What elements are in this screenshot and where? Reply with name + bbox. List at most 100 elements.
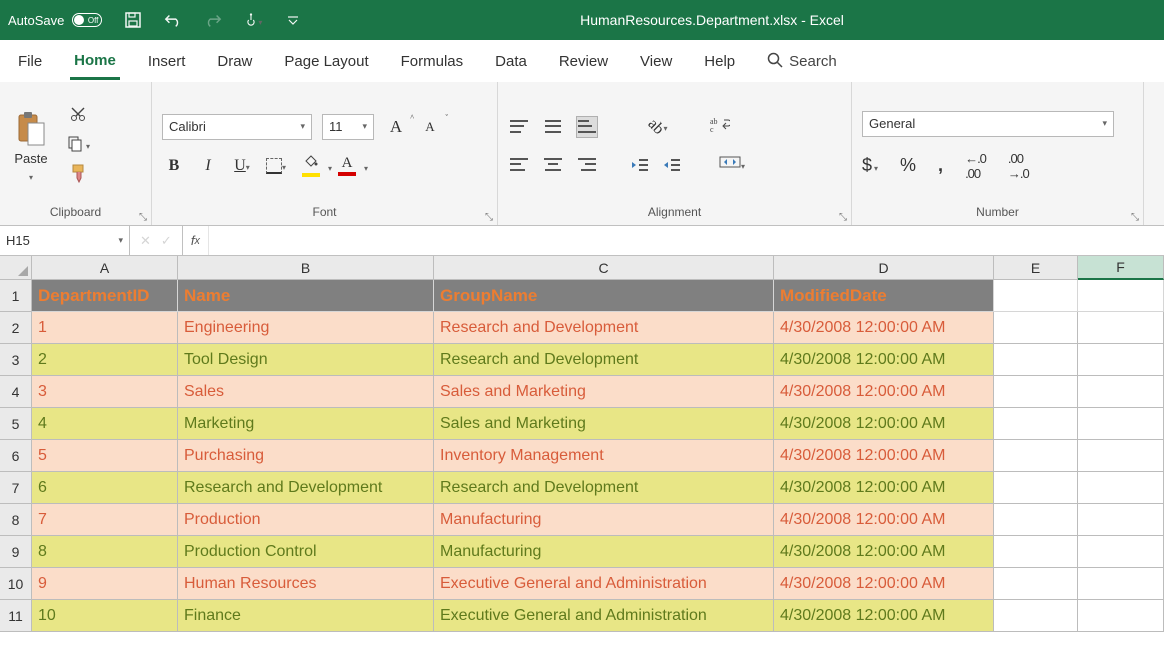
table-cell[interactable]: Research and Development xyxy=(434,312,774,344)
table-cell[interactable]: Executive General and Administration xyxy=(434,568,774,600)
format-painter-button[interactable] xyxy=(69,163,87,186)
empty-cell[interactable] xyxy=(1078,376,1164,408)
column-header[interactable]: D xyxy=(774,256,994,280)
empty-cell[interactable] xyxy=(1078,344,1164,376)
font-name-combo[interactable]: Calibri xyxy=(162,114,312,140)
table-cell[interactable]: Production Control xyxy=(178,536,434,568)
tab-view[interactable]: View xyxy=(636,43,676,78)
table-cell[interactable]: 2 xyxy=(32,344,178,376)
empty-cell[interactable] xyxy=(1078,568,1164,600)
search-button[interactable]: Search xyxy=(763,42,841,80)
font-color-button[interactable]: A xyxy=(334,154,360,178)
column-header[interactable]: A xyxy=(32,256,178,280)
cells-area[interactable]: DepartmentIDNameGroupNameModifiedDate1En… xyxy=(32,280,1164,632)
row-header[interactable]: 3 xyxy=(0,344,32,376)
table-cell[interactable]: 7 xyxy=(32,504,178,536)
table-cell[interactable]: Purchasing xyxy=(178,440,434,472)
merge-center-button[interactable] xyxy=(720,153,744,177)
empty-cell[interactable] xyxy=(994,568,1078,600)
bold-button[interactable]: B xyxy=(162,154,186,178)
borders-button[interactable] xyxy=(264,154,288,178)
table-cell[interactable]: Research and Development xyxy=(434,472,774,504)
tab-data[interactable]: Data xyxy=(491,43,531,78)
table-cell[interactable]: Marketing xyxy=(178,408,434,440)
empty-cell[interactable] xyxy=(994,312,1078,344)
empty-cell[interactable] xyxy=(1078,408,1164,440)
tab-home[interactable]: Home xyxy=(70,42,120,80)
customize-qat-icon[interactable] xyxy=(284,11,302,29)
column-header[interactable]: E xyxy=(994,256,1078,280)
decrease-decimal-button[interactable]: .00→.0 xyxy=(1008,151,1029,181)
tab-review[interactable]: Review xyxy=(555,43,612,78)
table-cell[interactable]: Finance xyxy=(178,600,434,632)
name-box[interactable]: H15 xyxy=(0,226,130,255)
table-cell[interactable]: 4/30/2008 12:00:00 AM xyxy=(774,408,994,440)
table-cell[interactable]: Manufacturing xyxy=(434,536,774,568)
font-size-combo[interactable]: 11 xyxy=(322,114,374,140)
empty-cell[interactable] xyxy=(1078,472,1164,504)
tab-insert[interactable]: Insert xyxy=(144,43,190,78)
row-header[interactable]: 5 xyxy=(0,408,32,440)
formula-accept-icon[interactable]: ✓ xyxy=(161,233,172,249)
table-cell[interactable]: 10 xyxy=(32,600,178,632)
copy-button[interactable] xyxy=(66,134,90,155)
table-cell[interactable]: 4/30/2008 12:00:00 AM xyxy=(774,536,994,568)
touch-mode-icon[interactable] xyxy=(244,11,262,29)
empty-cell[interactable] xyxy=(994,600,1078,632)
table-cell[interactable]: 4/30/2008 12:00:00 AM xyxy=(774,472,994,504)
table-cell[interactable]: 4/30/2008 12:00:00 AM xyxy=(774,344,994,376)
tab-help[interactable]: Help xyxy=(700,43,739,78)
table-cell[interactable]: Sales and Marketing xyxy=(434,376,774,408)
table-cell[interactable]: Executive General and Administration xyxy=(434,600,774,632)
dialog-launcher-icon[interactable]: ⤡ xyxy=(137,211,149,223)
orientation-button[interactable]: ab xyxy=(646,115,670,139)
table-cell[interactable]: Production xyxy=(178,504,434,536)
table-cell[interactable]: 3 xyxy=(32,376,178,408)
formula-input[interactable] xyxy=(209,226,1164,255)
number-format-combo[interactable]: General xyxy=(862,111,1114,137)
empty-cell[interactable] xyxy=(994,344,1078,376)
align-middle-button[interactable] xyxy=(542,116,564,138)
align-top-button[interactable] xyxy=(508,116,530,138)
empty-cell[interactable] xyxy=(994,376,1078,408)
align-center-button[interactable] xyxy=(542,154,564,176)
row-header[interactable]: 2 xyxy=(0,312,32,344)
table-header-cell[interactable]: Name xyxy=(178,280,434,312)
undo-icon[interactable] xyxy=(164,11,182,29)
table-header-cell[interactable]: ModifiedDate xyxy=(774,280,994,312)
empty-cell[interactable] xyxy=(1078,312,1164,344)
row-header[interactable]: 9 xyxy=(0,536,32,568)
table-cell[interactable]: 5 xyxy=(32,440,178,472)
table-cell[interactable]: 4/30/2008 12:00:00 AM xyxy=(774,312,994,344)
table-cell[interactable]: 9 xyxy=(32,568,178,600)
increase-indent-button[interactable] xyxy=(662,157,682,173)
increase-decimal-button[interactable]: ←.0.00 xyxy=(965,151,986,181)
row-header[interactable]: 10 xyxy=(0,568,32,600)
empty-cell[interactable] xyxy=(994,280,1078,312)
table-cell[interactable]: 4 xyxy=(32,408,178,440)
tab-file[interactable]: File xyxy=(14,43,46,78)
chevron-down-icon[interactable] xyxy=(29,168,33,183)
decrease-font-button[interactable]: Aˇ xyxy=(418,115,442,139)
table-cell[interactable]: Research and Development xyxy=(434,344,774,376)
empty-cell[interactable] xyxy=(994,504,1078,536)
table-cell[interactable]: 4/30/2008 12:00:00 AM xyxy=(774,440,994,472)
autosave-switch[interactable]: Off xyxy=(72,13,102,27)
formula-cancel-icon[interactable]: ✕ xyxy=(140,233,151,249)
column-header[interactable]: B xyxy=(178,256,434,280)
align-right-button[interactable] xyxy=(576,154,598,176)
save-icon[interactable] xyxy=(124,11,142,29)
row-header[interactable]: 11 xyxy=(0,600,32,632)
dialog-launcher-icon[interactable]: ⤡ xyxy=(483,211,495,223)
empty-cell[interactable] xyxy=(994,536,1078,568)
table-cell[interactable]: 1 xyxy=(32,312,178,344)
table-cell[interactable]: Sales and Marketing xyxy=(434,408,774,440)
empty-cell[interactable] xyxy=(1078,280,1164,312)
table-cell[interactable]: 6 xyxy=(32,472,178,504)
empty-cell[interactable] xyxy=(1078,600,1164,632)
column-header[interactable]: C xyxy=(434,256,774,280)
row-header[interactable]: 6 xyxy=(0,440,32,472)
dialog-launcher-icon[interactable]: ⤡ xyxy=(1129,211,1141,223)
wrap-text-button[interactable]: abc xyxy=(708,115,732,139)
tab-draw[interactable]: Draw xyxy=(213,43,256,78)
